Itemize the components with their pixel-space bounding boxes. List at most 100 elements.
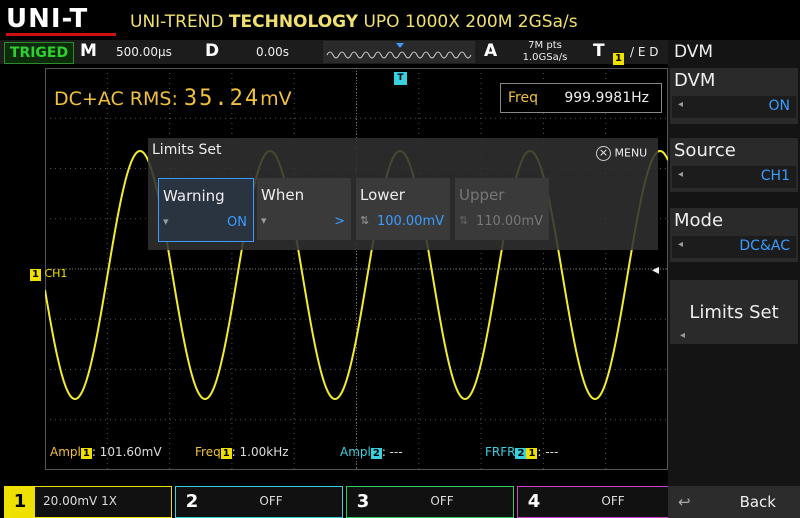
measurement-item: Ampl 2: --- — [340, 445, 403, 459]
measurement-value: : 1.00kHz — [231, 445, 289, 459]
dialog-close-text: MENU — [614, 146, 648, 160]
measurement-item: FRFR 2 1: --- — [485, 445, 558, 459]
menu-item[interactable]: Source ◂ CH1 — [670, 138, 798, 192]
dialog-item-label: Lower — [360, 186, 405, 204]
waveform-area — [45, 68, 668, 470]
channel-button[interactable]: 3 OFF — [346, 486, 514, 518]
channel-setting: OFF — [259, 494, 283, 508]
close-icon: × — [596, 146, 611, 161]
channel-setting: 20.00mV 1X — [43, 494, 117, 508]
overview-marker — [396, 43, 404, 48]
back-label: Back — [739, 493, 776, 511]
freq-value: 999.9981Hz — [564, 90, 649, 106]
timebase[interactable]: 500.00µs — [116, 45, 172, 59]
channel-button[interactable]: 4 OFF — [517, 486, 685, 518]
menu-item-label: DVM — [674, 70, 716, 91]
menu-item-field: ◂ ON — [672, 96, 796, 118]
dialog-item-value: 110.00mV — [475, 214, 543, 229]
overview-trace — [326, 51, 472, 59]
rms-label: DC+AC RMS: — [54, 88, 178, 110]
dialog-item[interactable]: Lower ⇅ 100.00mV — [356, 178, 450, 240]
dialog-title: Limits Set — [152, 142, 222, 158]
menu-item-field: ◂ CH1 — [672, 166, 796, 188]
dialog-item-value: 100.00mV — [376, 214, 444, 229]
menu-item-label: Limits Set — [689, 302, 779, 323]
dialog-close[interactable]: × MENU — [596, 146, 647, 161]
acquire-label: A — [484, 41, 498, 61]
channel-button[interactable]: 1 20.00mV 1X — [4, 486, 172, 518]
dialog-item-icon: ▾ — [163, 215, 169, 228]
dialog-item-icon: ⇅ — [360, 214, 370, 227]
measurement-source: 1 — [80, 448, 92, 459]
dialog-item-label: When — [261, 186, 305, 204]
logo-bar — [6, 33, 116, 36]
dialog-item-label: Upper — [459, 186, 505, 204]
measurement-name: Ampl — [50, 445, 81, 459]
brand: UNI-TREND — [130, 12, 224, 32]
timebase-label: M — [80, 41, 97, 61]
channel-number: 3 — [356, 491, 370, 512]
menu-item[interactable]: Mode ◂ DC&AC — [670, 208, 798, 262]
menu-item[interactable]: DVM ◂ ON — [670, 68, 798, 124]
channel-button[interactable]: 2 OFF — [175, 486, 343, 518]
freq-box: Freq 999.9981Hz — [500, 83, 662, 113]
trigger-label: T — [593, 41, 605, 61]
menu-item-value: DC&AC — [739, 238, 790, 254]
memory-depth: 7M pts — [528, 40, 562, 51]
channel-setting: OFF — [601, 494, 625, 508]
trigger-level-marker: ◂ — [652, 262, 660, 278]
overview-wave — [326, 43, 472, 59]
channel-number: 2 — [185, 491, 199, 512]
measurement-value: : --- — [537, 445, 559, 459]
model: UPO 1000X 200M 2GSa/s — [363, 12, 578, 32]
trigger-source-badge: 1 — [613, 53, 624, 65]
trigger-position-marker: T — [394, 72, 407, 85]
measurement-name: Ampl — [340, 445, 371, 459]
dialog-item[interactable]: When ▾ > — [257, 178, 351, 240]
dialog-item-value: ON — [227, 215, 247, 230]
menu-item-label: Mode — [674, 210, 724, 231]
menu-item-value: CH1 — [760, 168, 790, 184]
channel-setting: OFF — [430, 494, 454, 508]
limits-dialog: Limits Set × MENU Warning ▾ ON When ▾ > Lower ⇅… — [148, 138, 658, 250]
dialog-item-label: Warning — [163, 187, 225, 205]
dialog-item[interactable]: Upper ⇅ 110.00mV — [455, 178, 549, 240]
dialog-item-value: > — [334, 214, 345, 229]
menu-item-arrow: ◂ — [678, 239, 684, 250]
measurement-value: : --- — [381, 445, 403, 459]
menu-item-value: ON — [768, 98, 791, 114]
dialog-item[interactable]: Warning ▾ ON — [158, 178, 254, 242]
sample-rate: 1.0GSa/s — [522, 52, 568, 63]
measurement-item: Ampl 1: 101.60mV — [50, 445, 162, 459]
trigger-source: 1 — [613, 46, 624, 65]
freq-label: Freq — [508, 90, 538, 106]
back-icon: ↩ — [678, 493, 691, 511]
back-button[interactable]: ↩ Back — [668, 486, 800, 518]
measurement-source: 1 — [526, 448, 538, 459]
measurement-name: FRFR — [485, 445, 516, 459]
acquire-info: 7M pts 1.0GSa/s — [520, 40, 570, 64]
channel-marker-number: 1 — [30, 269, 41, 281]
logo: UNI-T — [6, 4, 89, 34]
measurement-value: : 101.60mV — [91, 445, 162, 459]
rms-unit: mV — [260, 88, 292, 110]
channel-marker-label: CH1 — [44, 267, 68, 280]
delay[interactable]: 0.00s — [256, 45, 289, 59]
delay-label: D — [205, 41, 220, 61]
overview — [323, 41, 475, 63]
header-text: UNI-TREND TECHNOLOGY UPO 1000X 200M 2GSa… — [130, 12, 578, 32]
menu-item[interactable]: Limits Set ◂ — [670, 280, 798, 344]
dialog-item-icon: ▾ — [261, 214, 267, 227]
rms-value: 35.24 — [183, 86, 261, 111]
measurement-source: 1 — [220, 448, 232, 459]
menu-item-arrow: ◂ — [680, 330, 686, 341]
trigger-state: TRIGED — [4, 42, 74, 64]
menu-item-arrow: ◂ — [678, 99, 684, 110]
dialog-item-icon: ⇅ — [459, 214, 469, 227]
menu-item-field: ◂ DC&AC — [672, 236, 796, 258]
measurement-source: 2 — [370, 448, 382, 459]
measurement-source: 2 — [515, 448, 527, 459]
side-menu-title: DVM — [674, 42, 714, 62]
menu-item-arrow: ◂ — [678, 169, 684, 180]
